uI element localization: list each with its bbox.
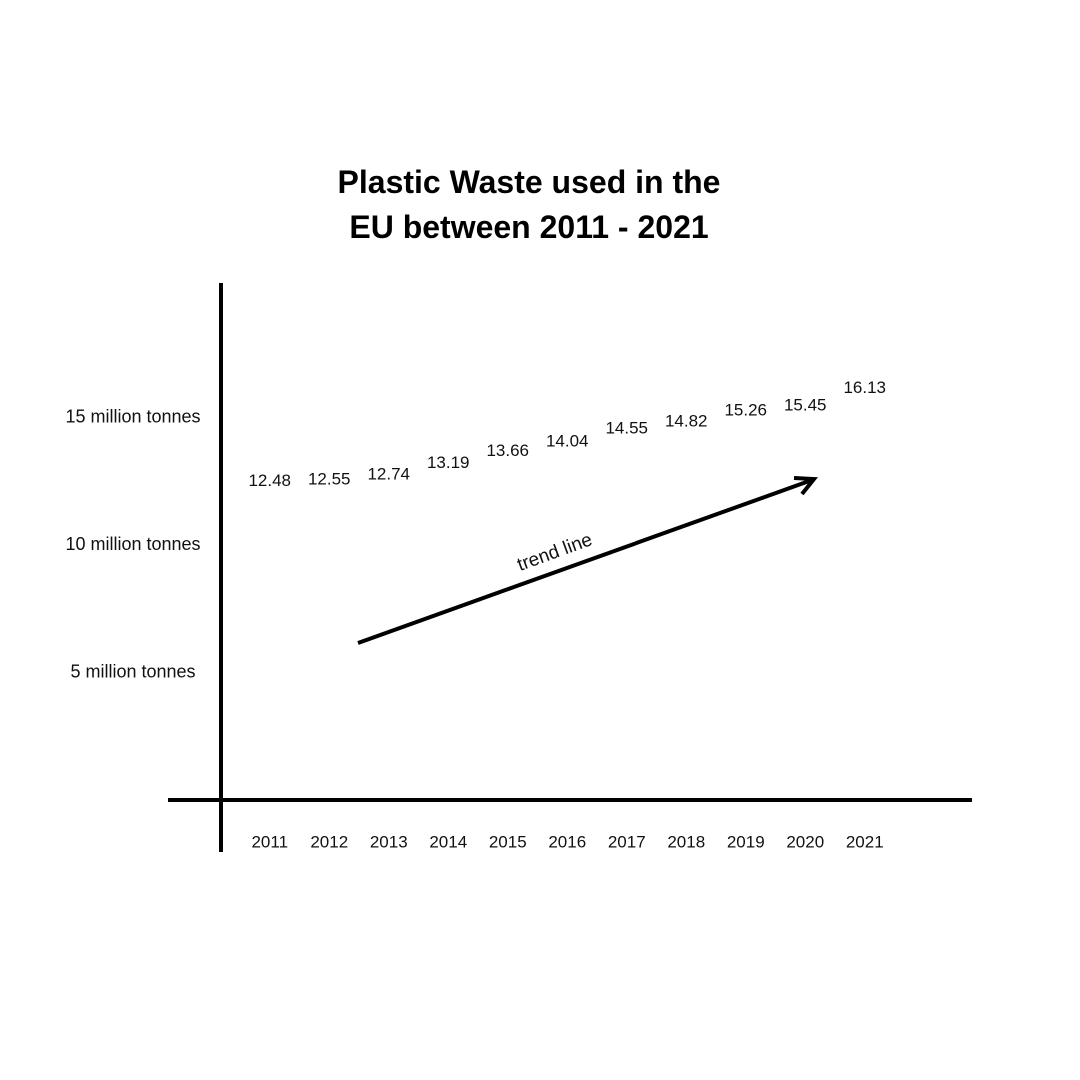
trend-arrow (357, 478, 813, 645)
x-tick-label: 2017 (608, 832, 646, 851)
data-label: 13.19 (427, 453, 470, 472)
data-label: 14.82 (665, 412, 708, 431)
data-label: 16.13 (843, 378, 886, 397)
y-tick-label: 5 million tonnes (70, 661, 195, 681)
x-tick-label: 2011 (251, 832, 288, 851)
x-tick-label: 2012 (310, 832, 348, 851)
x-tick-label: 2021 (846, 832, 884, 851)
x-tick-label: 2016 (548, 832, 586, 851)
data-label: 14.55 (605, 418, 648, 437)
data-label: 14.04 (546, 431, 589, 450)
x-tick-label: 2014 (429, 832, 467, 851)
y-tick-label: 10 million tonnes (65, 534, 200, 554)
data-label: 13.66 (486, 441, 529, 460)
x-tick-label: 2013 (370, 832, 408, 851)
arrow-head (793, 476, 819, 496)
x-tick-label: 2019 (727, 832, 765, 851)
data-label: 15.26 (724, 400, 767, 419)
data-label: 15.45 (784, 396, 827, 415)
data-label: 12.48 (248, 471, 291, 490)
annotation: trend line (515, 529, 596, 575)
data-label: 12.74 (367, 465, 410, 484)
x-tick-label: 2020 (786, 832, 824, 851)
x-tick-label: 2015 (489, 832, 527, 851)
y-tick-label: 15 million tonnes (65, 406, 200, 426)
x-tick-label: 2018 (667, 832, 705, 851)
chart-title: Plastic Waste used in the EU between 201… (337, 164, 721, 245)
data-label: 12.55 (308, 469, 351, 488)
